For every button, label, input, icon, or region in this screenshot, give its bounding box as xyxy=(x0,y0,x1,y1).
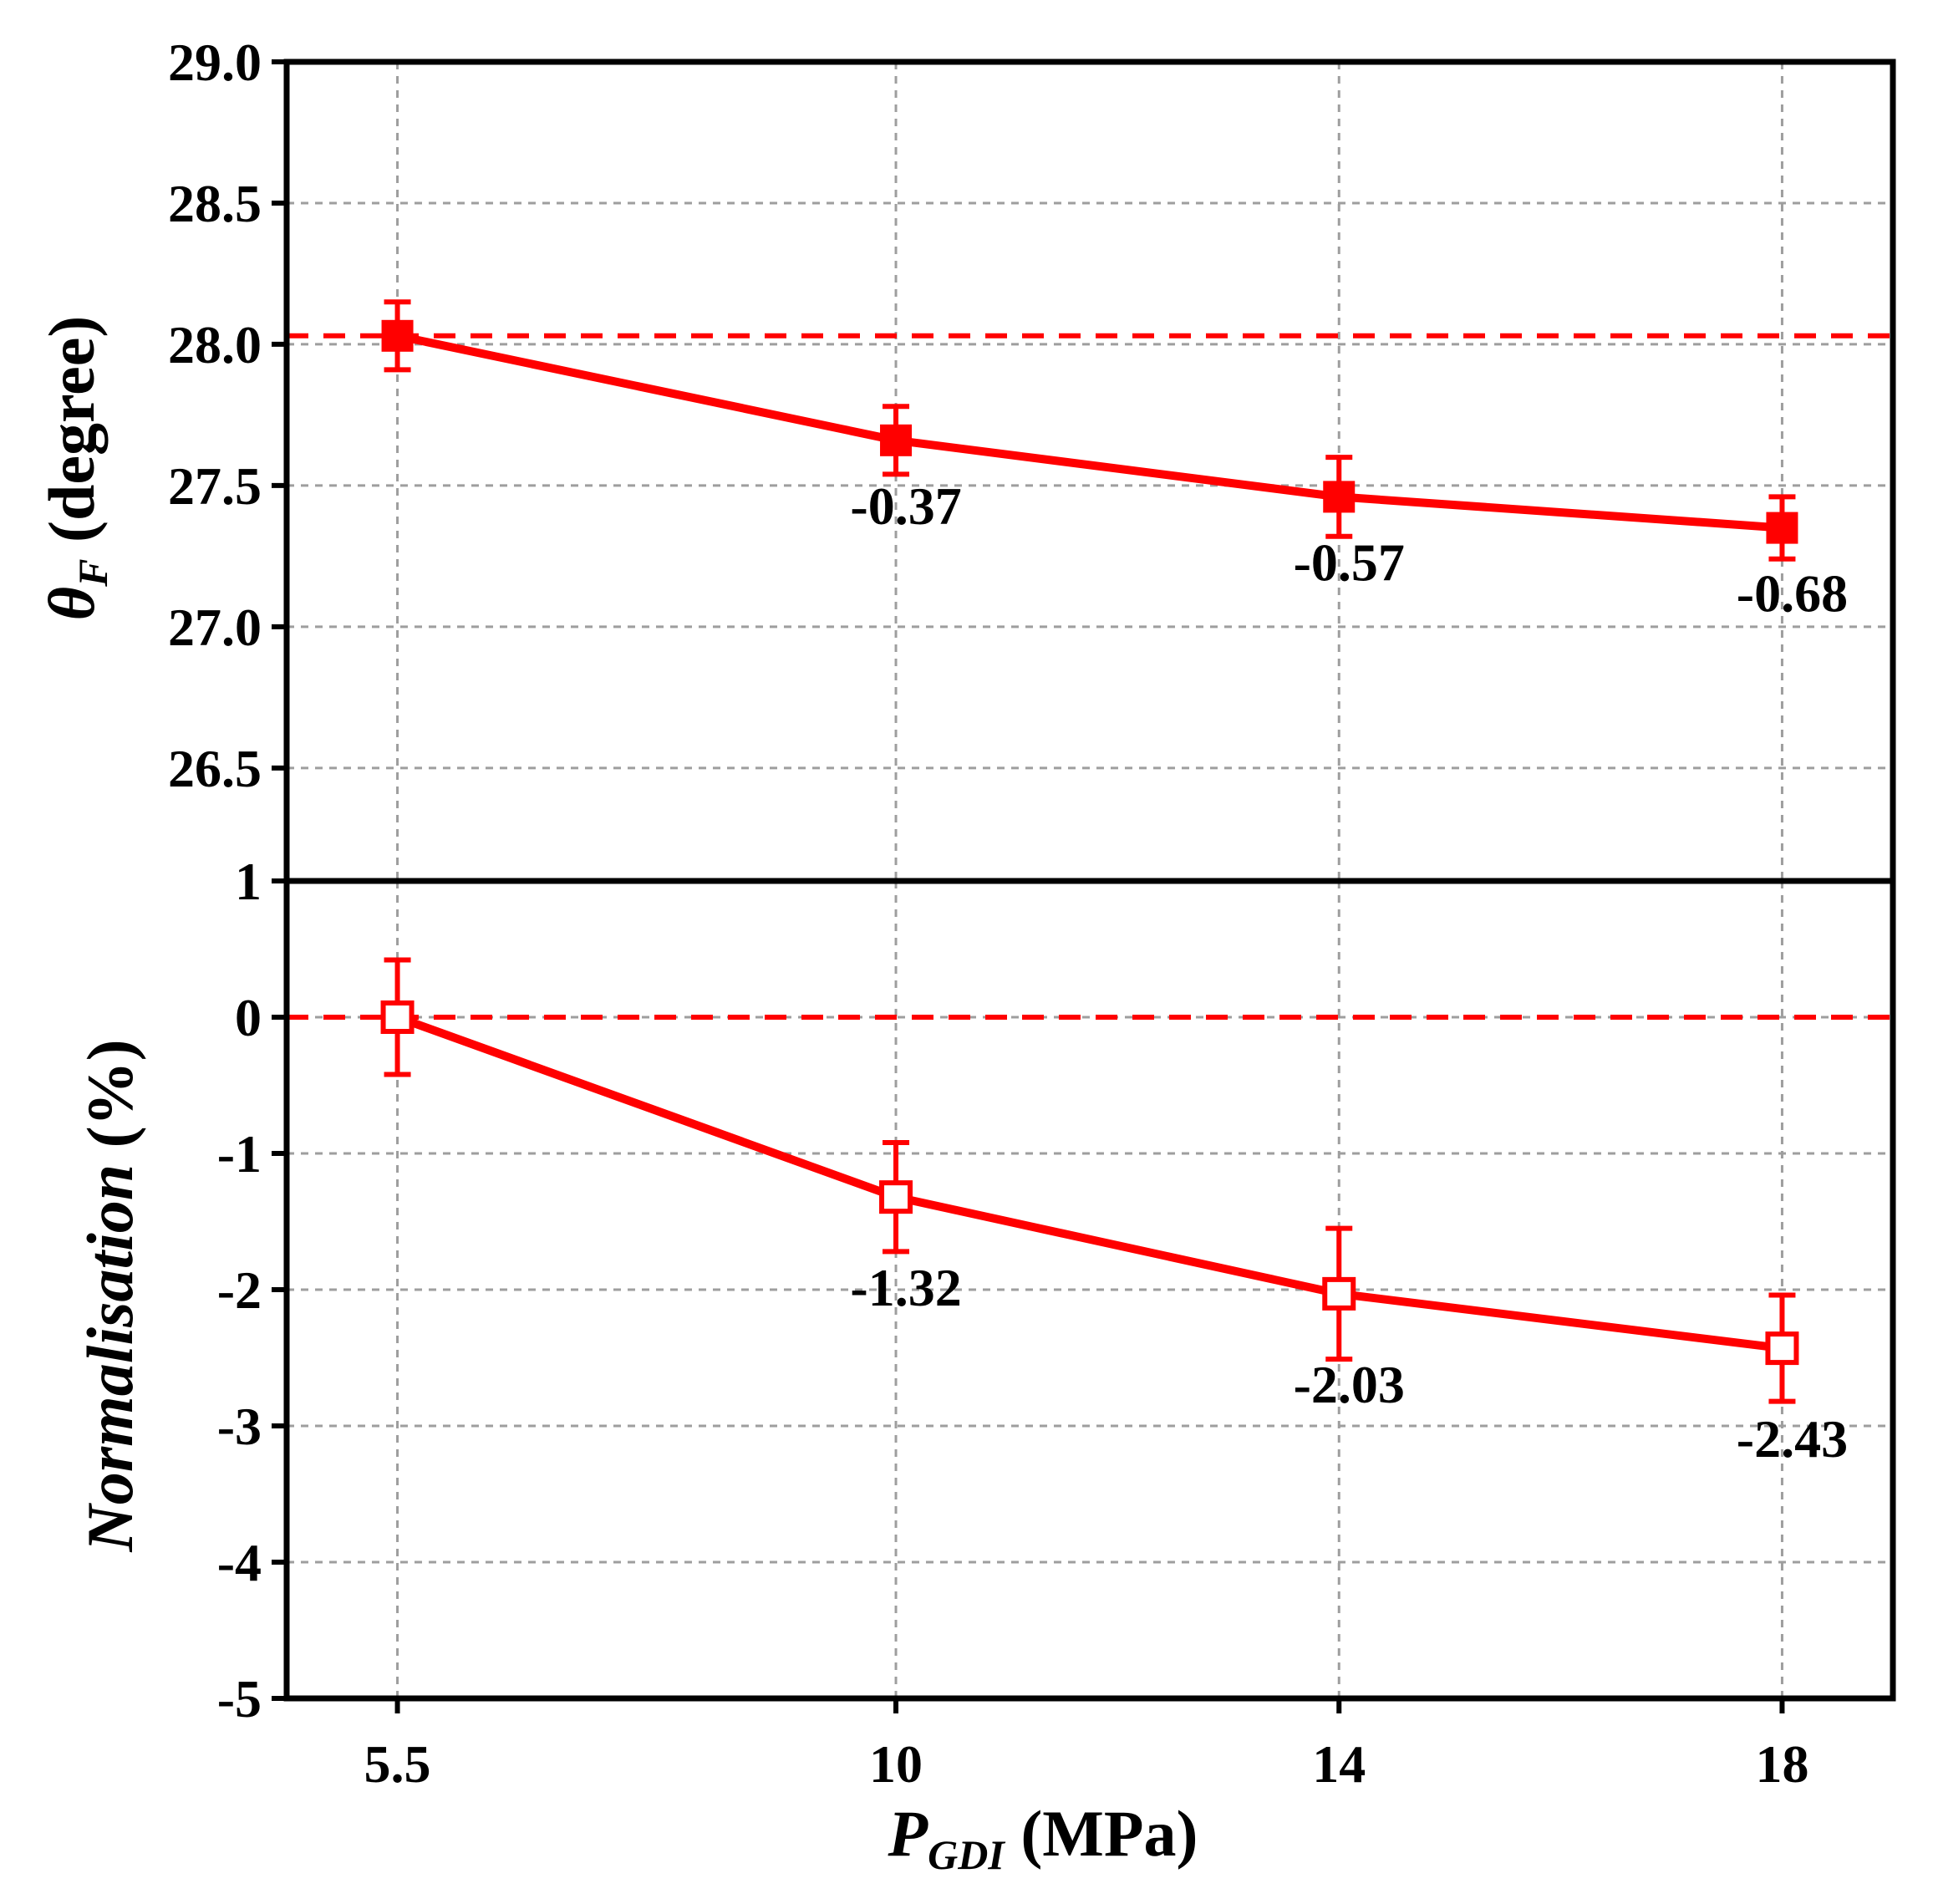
x-tick-label-1: 10 xyxy=(869,1734,923,1794)
y-tick-label-bottom-0: -5 xyxy=(217,1669,262,1728)
annotation-top-1: -0.37 xyxy=(850,476,961,536)
annotation-bottom-3: -2.43 xyxy=(1737,1409,1848,1469)
marker-bottom-1 xyxy=(879,1180,913,1214)
y-axis-title-top-subscript: F xyxy=(69,559,116,588)
y-axis-title-bottom-unit: (%) xyxy=(74,1039,146,1148)
annotation-bottom-1: -1.32 xyxy=(850,1258,961,1317)
y-tick-label-top-0: 26.5 xyxy=(168,739,262,798)
y-axis-title-top-unit: (degree) xyxy=(35,316,108,542)
marker-bottom-3 xyxy=(1765,1331,1799,1366)
marker-bottom-2 xyxy=(1322,1276,1356,1311)
y-tick-label-top-2: 27.5 xyxy=(168,456,262,516)
marker-top-2 xyxy=(1323,481,1356,513)
reference-lines xyxy=(287,333,1893,1020)
y-axis-title-bottom-text: Normalisation xyxy=(74,1164,146,1553)
marker-top-1 xyxy=(880,424,913,456)
grid-layer xyxy=(287,62,1893,1698)
series-layer xyxy=(380,299,1799,1404)
label-layer: -0.37 -0.57 -0.68 26.5 27.0 27.5 28.0 28.5 29.0 -… xyxy=(168,33,1848,1794)
panel-frame-bottom xyxy=(283,878,1896,1702)
y-tick-label-top-5: 29.0 xyxy=(168,33,262,92)
x-tick-label-3: 18 xyxy=(1755,1734,1808,1794)
y-tick-label-bottom-3: -2 xyxy=(217,1260,262,1320)
y-tick-label-bottom-1: -4 xyxy=(217,1533,262,1592)
x-axis-title-space xyxy=(1005,1797,1021,1870)
y-tick-label-top-3: 28.0 xyxy=(168,315,262,374)
frame-layer xyxy=(272,59,1896,1713)
x-axis-title-unit: (MPa) xyxy=(1020,1797,1198,1870)
series-line-top xyxy=(396,331,1783,532)
y-tick-label-bottom-2: -3 xyxy=(217,1397,262,1456)
y-axis-title-top-symbol: θ xyxy=(35,587,108,621)
marker-top-3 xyxy=(1766,512,1798,544)
y-axis-title-top: θF (degree) xyxy=(35,316,116,621)
y-tick-label-bottom-4: -1 xyxy=(217,1124,262,1184)
annotation-top-2: -0.57 xyxy=(1294,532,1405,592)
annotation-bottom-2: -2.03 xyxy=(1294,1355,1405,1414)
y-axis-title-top-space xyxy=(35,542,108,559)
y-tick-label-bottom-5: 0 xyxy=(235,988,262,1047)
y-axis-title-bottom-space xyxy=(74,1148,146,1164)
y-tick-label-bottom-6: 1 xyxy=(235,852,262,911)
x-axis-title: PGDI (MPa) xyxy=(887,1797,1198,1878)
x-tick-label-2: 14 xyxy=(1312,1734,1366,1794)
x-tick-label-0: 5.5 xyxy=(364,1734,431,1794)
marker-top-0 xyxy=(381,319,414,352)
marker-bottom-0 xyxy=(380,1000,415,1034)
y-axis-title-bottom: Normalisation (%) xyxy=(74,1039,146,1552)
x-axis-title-main: P xyxy=(887,1797,928,1870)
panel-frame-top xyxy=(283,59,1896,884)
y-tick-label-top-1: 27.0 xyxy=(168,598,262,657)
annotation-top-3: -0.68 xyxy=(1737,564,1848,624)
x-axis-title-subscript: GDI xyxy=(928,1831,1005,1878)
y-tick-label-top-4: 28.5 xyxy=(168,174,262,233)
series-line-bottom xyxy=(395,1013,1783,1353)
